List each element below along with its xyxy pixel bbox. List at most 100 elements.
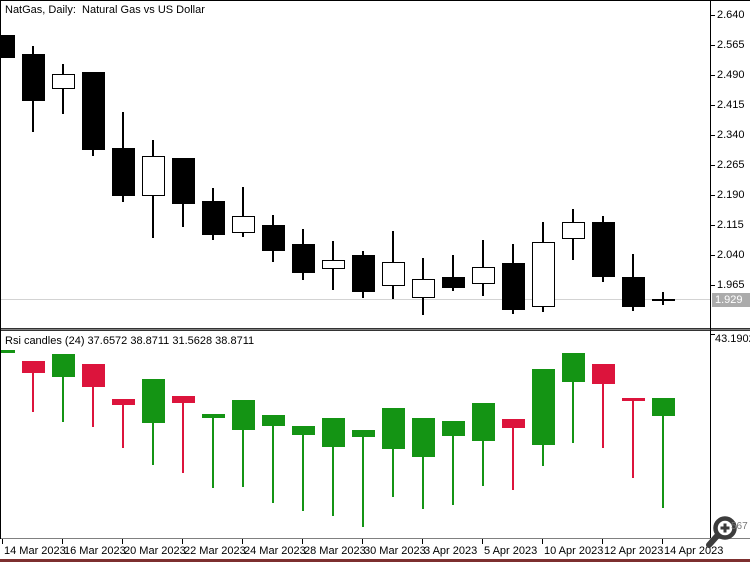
price-tick: [711, 105, 715, 106]
candle-wick: [32, 361, 34, 413]
candle-body: [22, 361, 45, 373]
candle-body: [622, 277, 645, 307]
time-tick: [2, 539, 3, 544]
candle-wick: [662, 292, 664, 305]
candle-body: [322, 417, 345, 448]
candle-body: [292, 426, 315, 435]
candle-body: [262, 225, 285, 251]
price-tick: [711, 75, 715, 76]
price-tick-label: 1.965: [717, 279, 745, 291]
time-tick: [242, 539, 243, 544]
candle-body: [502, 263, 525, 310]
time-tick-label: 14 Mar 2023: [4, 545, 66, 557]
candle-body: [292, 244, 315, 273]
candle-body: [562, 222, 585, 239]
candle-body: [142, 156, 165, 196]
time-tick-label: 28 Mar 2023: [304, 545, 366, 557]
candle-body: [322, 260, 345, 269]
candle-wick: [62, 354, 64, 423]
candle-wick: [212, 414, 214, 488]
price-tick: [711, 15, 715, 16]
time-tick-label: 30 Mar 2023: [364, 545, 426, 557]
candle-wick: [272, 414, 274, 503]
candle-wick: [242, 187, 244, 237]
candle-body: [532, 242, 555, 307]
candle-body: [82, 364, 105, 388]
price-tick: [711, 285, 715, 286]
price-tick: [711, 45, 715, 46]
candle-body: [562, 352, 585, 382]
price-tick: [711, 165, 715, 166]
candle-body: [112, 399, 135, 405]
time-tick-label: 10 Apr 2023: [544, 545, 604, 557]
candle-wick: [452, 255, 454, 291]
time-tick: [122, 539, 123, 544]
candle-body: [622, 397, 645, 401]
candle-wick: [362, 429, 364, 528]
candle-wick: [422, 417, 424, 510]
candle-body: [532, 369, 555, 445]
price-tick-label: 2.190: [717, 189, 745, 201]
price-tick-label: 2.415: [717, 99, 745, 111]
watermark-number: 567: [731, 521, 748, 532]
pane-separator[interactable]: [0, 328, 750, 331]
candle-wick: [92, 364, 94, 428]
candle-wick: [392, 407, 394, 498]
time-tick: [302, 539, 303, 544]
time-tick-label: 12 Apr 2023: [604, 545, 664, 557]
candle-body: [352, 429, 375, 438]
candle-body: [412, 417, 435, 458]
candle-body: [52, 354, 75, 378]
price-tick: [711, 255, 715, 256]
candle-wick: [572, 352, 574, 443]
price-tick-label: 2.640: [717, 9, 745, 21]
window-bottom-border: [0, 559, 750, 562]
candle-body: [1, 35, 15, 58]
price-tick: [711, 195, 715, 196]
time-tick-label: 16 Mar 2023: [64, 545, 126, 557]
candle-wick: [122, 399, 124, 448]
candle-body: [412, 279, 435, 298]
candle-body: [202, 201, 225, 235]
candle-body: [382, 407, 405, 450]
price-tick-label: 2.265: [717, 159, 745, 171]
main-chart-pane[interactable]: [1, 0, 710, 328]
price-tick-label: 2.040: [717, 249, 745, 261]
time-axis[interactable]: 14 Mar 2023 16 Mar 2023 20 Mar 2023 22 Mar …: [0, 538, 750, 560]
rsi-scale-tick: [711, 334, 715, 335]
candle-body: [172, 396, 195, 403]
zoom-magnifier-icon: [706, 516, 737, 548]
time-tick: [62, 539, 63, 544]
price-tick-label: 2.340: [717, 129, 745, 141]
time-tick: [542, 539, 543, 544]
time-tick: [362, 539, 363, 544]
candle-wick: [662, 397, 664, 509]
candle-body: [172, 158, 195, 204]
time-tick: [422, 539, 423, 544]
candle-body: [352, 255, 375, 292]
candle-body: [112, 148, 135, 196]
candle-body: [202, 414, 225, 418]
time-tick-label: 20 Mar 2023: [124, 545, 186, 557]
bid-price-label: 1.929: [712, 293, 750, 307]
price-tick: [711, 225, 715, 226]
rsi-indicator-pane[interactable]: [1, 331, 710, 538]
candle-body: [262, 414, 285, 426]
candle-body: [502, 419, 525, 428]
candle-body: [1, 349, 15, 353]
candle-wick: [302, 426, 304, 511]
time-tick-label: 5 Apr 2023: [484, 545, 538, 557]
candle-body: [232, 399, 255, 430]
time-tick-label: 3 Apr 2023: [424, 545, 478, 557]
candle-wick: [182, 396, 184, 473]
time-tick: [602, 539, 603, 544]
rsi-indicator-label: Rsi candles (24) 37.6572 38.8711 31.5628…: [5, 335, 255, 347]
candle-wick: [332, 417, 334, 516]
time-tick-label: 14 Apr 2023: [664, 545, 724, 557]
price-tick: [711, 135, 715, 136]
time-tick: [182, 539, 183, 544]
candle-body: [82, 72, 105, 150]
